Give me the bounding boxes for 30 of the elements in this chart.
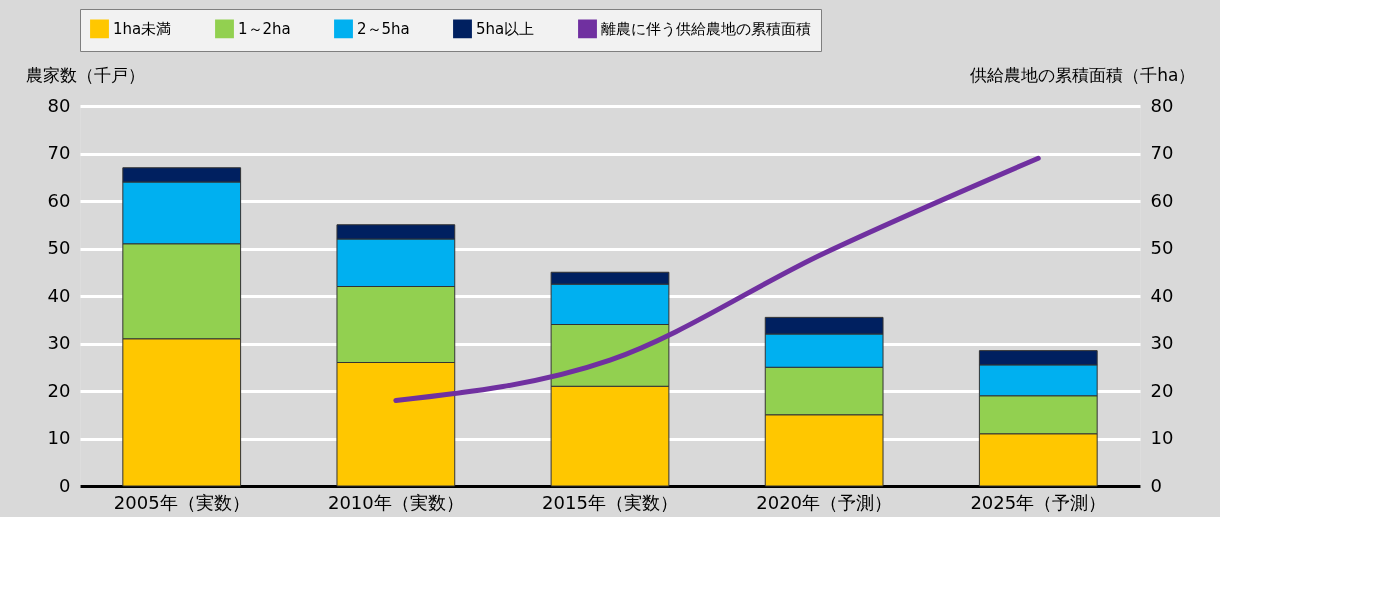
y2-axis-title: 供給農地の累積面積（千ha） [970,64,1196,85]
x-tick-label: 2015年（実数） [542,491,678,513]
y-axis-title: 農家数（千戸） [25,64,145,85]
y2-tick-label: 10 [1150,427,1174,448]
y2-tick-label: 70 [1150,142,1174,163]
y2-tick-label: 40 [1150,284,1174,306]
legend-label: 1ha未満 [113,19,172,38]
legend-label: 5ha以上 [476,19,535,38]
y-tick-label: 70 [47,142,71,163]
x-tick-label: 2020年（予測） [756,491,893,513]
x-tick-label: 2010年（実数） [327,491,464,513]
y-tick-label: 50 [47,237,71,258]
x-tick-label: 2025年（予測） [970,491,1107,513]
y-tick-label: 10 [47,427,71,448]
legend-label: 離農に伴う供給農地の累積面積 [601,19,811,38]
y2-tick-label: 60 [1150,189,1174,211]
legend-label: 1～2ha [238,19,291,38]
y-tick-label: 40 [47,284,71,306]
y-tick-label: 80 [47,94,71,116]
y2-tick-label: 20 [1150,379,1174,401]
y-tick-label: 20 [47,379,71,401]
y-tick-label: 60 [47,189,71,211]
y-tick-label: 30 [47,332,71,353]
x-tick-label: 2005年（実数） [113,491,250,513]
y-tick-label: 0 [59,474,71,496]
y2-tick-label: 80 [1150,94,1174,116]
legend-label: 2～5ha [357,19,410,38]
y2-tick-label: 30 [1150,332,1174,353]
y2-tick-label: 0 [1150,474,1162,496]
y2-tick-label: 50 [1150,237,1174,258]
